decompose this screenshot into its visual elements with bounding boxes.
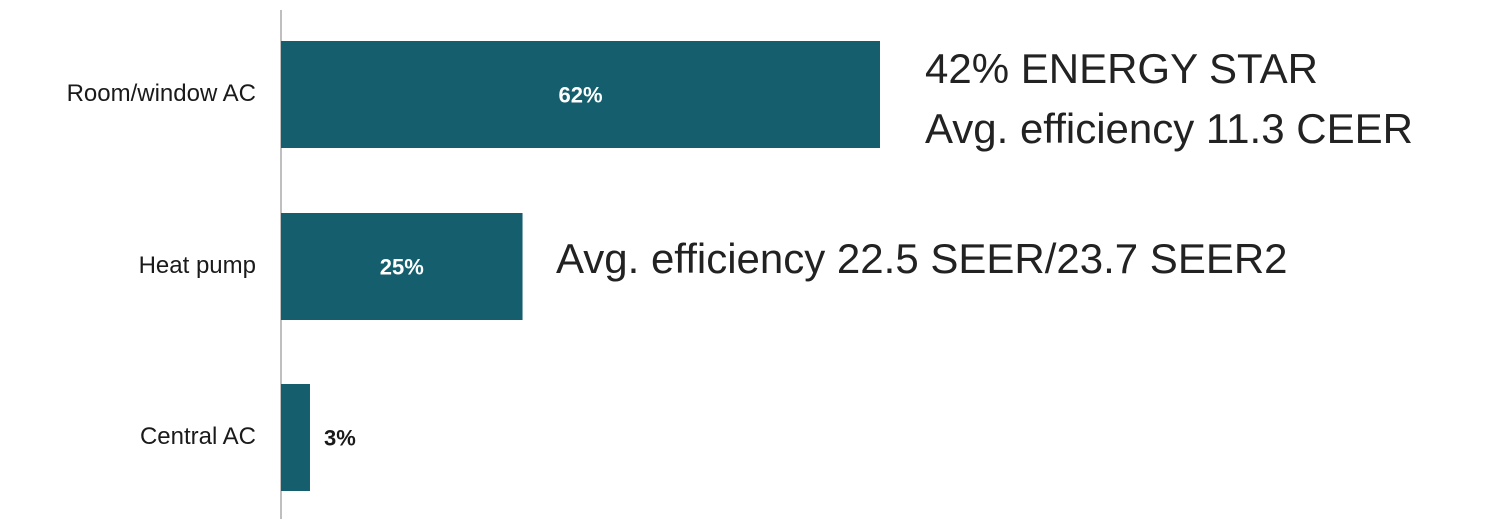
category-label-2: Central AC — [140, 423, 256, 450]
annotation-0-line-1: Avg. efficiency 11.3 CEER — [925, 105, 1413, 152]
category-label-1: Heat pump — [139, 252, 256, 279]
bar-0 — [281, 41, 880, 148]
bar-1 — [281, 213, 523, 320]
bar-2 — [281, 384, 310, 491]
annotation-1-line-0: Avg. efficiency 22.5 SEER/23.7 SEER2 — [556, 235, 1288, 282]
category-label-0: Room/window AC — [67, 80, 256, 107]
value-label-0: 62% — [558, 82, 602, 107]
annotation-0-line-0: 42% ENERGY STAR — [925, 45, 1318, 92]
value-label-1: 25% — [380, 254, 424, 279]
value-label-2: 3% — [324, 425, 356, 450]
